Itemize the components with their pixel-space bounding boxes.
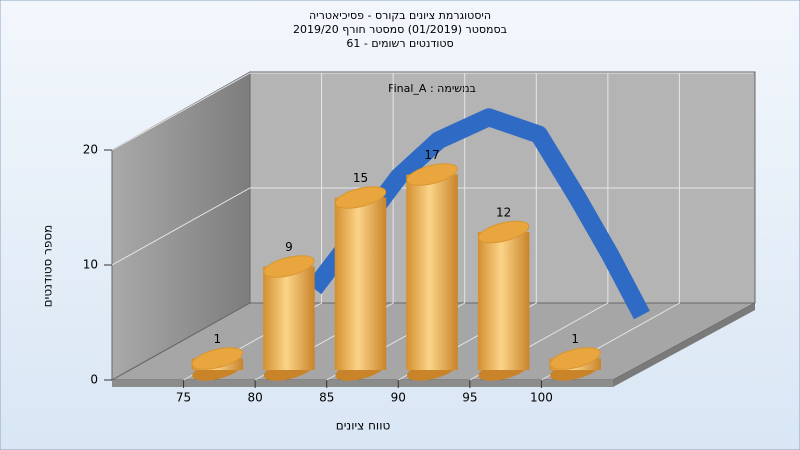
x-tick-label: 95 — [462, 391, 477, 405]
grid-line — [111, 187, 753, 266]
bar — [334, 197, 387, 370]
bar — [263, 266, 315, 370]
value-label: 15 — [353, 171, 368, 185]
bar-top — [334, 186, 387, 209]
title-line: סטודנטים רשומים - 61 — [346, 37, 453, 50]
y-tick-label: 20 — [83, 143, 98, 157]
value-label: 17 — [424, 148, 439, 162]
annotation: במשימה : Final_A — [388, 82, 476, 95]
value-label: 9 — [285, 240, 293, 254]
title-line: בסמסטר (01/2019) סמסטר חורף 2019/20 — [293, 23, 507, 36]
bar-top — [263, 255, 315, 278]
bar-top — [406, 163, 458, 186]
title-line: היסטוגרמת ציונים בקורס - פסיכיאטריה — [309, 9, 491, 22]
x-tick-label: 100 — [530, 391, 553, 405]
floor-front — [112, 380, 613, 387]
y-tick-label: 10 — [83, 258, 98, 272]
bar-top — [191, 347, 243, 370]
x-tick-label: 75 — [176, 391, 191, 405]
y-axis-label: מספר סטודנטים — [41, 225, 55, 308]
floor-edge — [613, 303, 755, 387]
grid-line — [111, 72, 753, 151]
y-tick-label: 0 — [90, 373, 98, 387]
bar-top — [549, 347, 601, 370]
titles: היסטוגרמת ציונים בקורס - פסיכיאטריה בסמס… — [293, 9, 507, 50]
bar — [477, 232, 530, 370]
value-label: 1 — [571, 332, 579, 346]
bar-top — [478, 220, 530, 244]
x-tick-label: 90 — [391, 391, 406, 405]
value-label: 12 — [496, 206, 511, 220]
bar — [406, 174, 458, 370]
x-axis-label: טווח ציונים — [336, 419, 391, 433]
x-tick-label: 80 — [248, 391, 263, 405]
value-label: 1 — [214, 332, 222, 346]
x-tick-label: 85 — [319, 391, 334, 405]
